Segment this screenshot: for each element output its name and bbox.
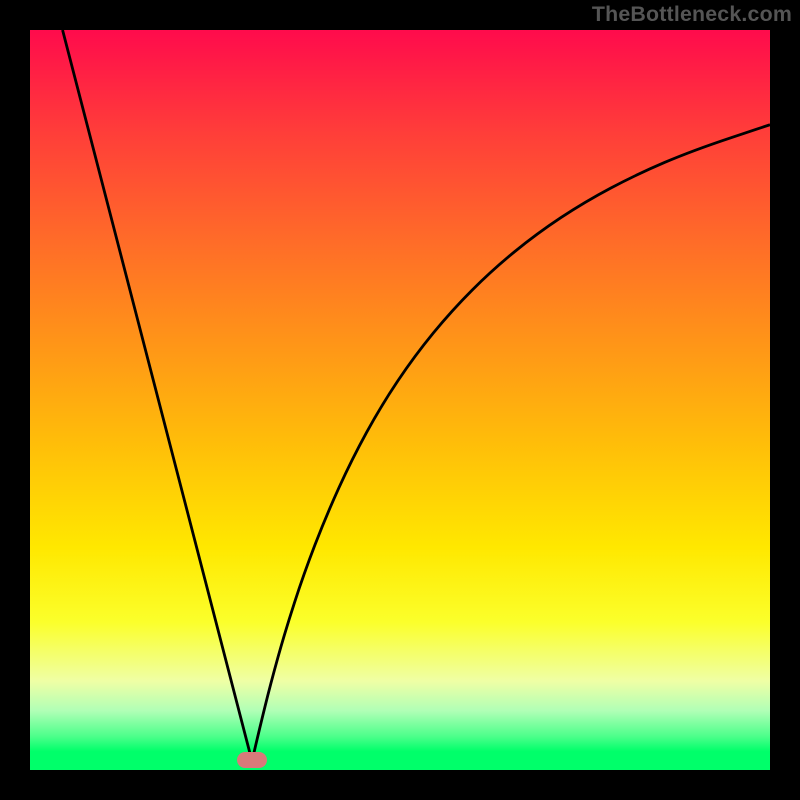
plot-area xyxy=(30,30,770,770)
bottleneck-curve xyxy=(63,30,770,761)
watermark-text: TheBottleneck.com xyxy=(592,2,792,27)
curve-svg xyxy=(30,30,770,770)
min-marker xyxy=(237,752,267,768)
frame: TheBottleneck.com xyxy=(0,0,800,800)
